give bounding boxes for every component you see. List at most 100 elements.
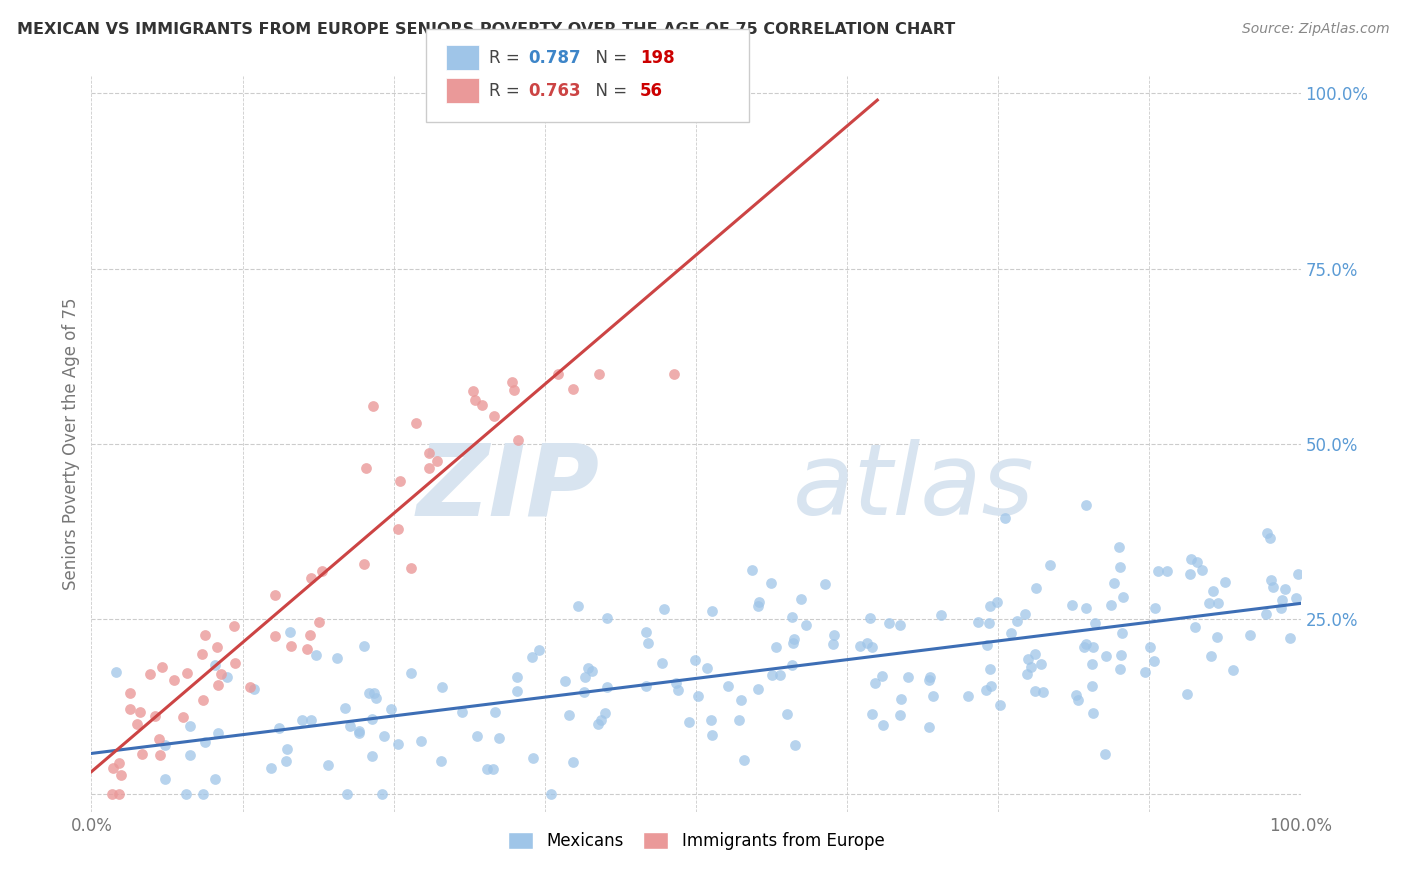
- Point: [586, 717, 609, 731]
- Point: [179, 719, 201, 733]
- Point: [872, 718, 894, 732]
- Point: [451, 705, 474, 719]
- Point: [889, 707, 911, 722]
- Text: N =: N =: [585, 48, 633, 67]
- Point: [700, 713, 723, 727]
- Point: [956, 689, 979, 703]
- Point: [1270, 601, 1292, 615]
- Point: [149, 748, 172, 763]
- Point: [484, 409, 506, 424]
- Point: [1285, 591, 1308, 606]
- Point: [596, 611, 619, 625]
- Point: [150, 660, 173, 674]
- Point: [856, 636, 879, 650]
- Point: [107, 756, 129, 770]
- Point: [380, 702, 402, 716]
- Point: [1015, 667, 1038, 681]
- Point: [1084, 615, 1107, 630]
- Point: [666, 683, 689, 698]
- Point: [1081, 679, 1104, 693]
- Point: [100, 787, 122, 801]
- Point: [859, 611, 882, 625]
- Point: [506, 670, 529, 684]
- Point: [388, 474, 411, 488]
- Point: [730, 693, 752, 707]
- Point: [988, 698, 1011, 712]
- Point: [1109, 648, 1132, 662]
- Point: [269, 721, 291, 735]
- Point: [1208, 596, 1230, 610]
- Point: [207, 678, 229, 692]
- Point: [222, 619, 245, 633]
- Point: [789, 592, 811, 607]
- Point: [889, 618, 911, 632]
- Point: [574, 685, 596, 699]
- Point: [239, 680, 262, 694]
- Point: [929, 608, 952, 623]
- Text: 0.763: 0.763: [529, 81, 581, 100]
- Point: [387, 737, 409, 751]
- Point: [733, 753, 755, 767]
- Point: [148, 731, 170, 746]
- Point: [373, 729, 395, 743]
- Point: [311, 564, 333, 578]
- Point: [467, 729, 489, 743]
- Point: [155, 772, 177, 787]
- Point: [1108, 559, 1130, 574]
- Point: [1101, 598, 1123, 612]
- Point: [418, 446, 440, 460]
- Point: [637, 635, 659, 649]
- Text: R =: R =: [489, 48, 526, 67]
- Point: [1286, 567, 1309, 582]
- Point: [782, 609, 804, 624]
- Point: [1180, 567, 1202, 582]
- Point: [263, 630, 285, 644]
- Point: [1156, 564, 1178, 578]
- Point: [823, 628, 845, 642]
- Text: atlas: atlas: [793, 440, 1035, 536]
- Text: 198: 198: [640, 48, 675, 67]
- Point: [405, 416, 427, 430]
- Point: [1260, 574, 1282, 588]
- Point: [1024, 684, 1046, 698]
- Point: [291, 713, 314, 727]
- Point: [361, 712, 384, 726]
- Point: [371, 787, 394, 801]
- Point: [1000, 626, 1022, 640]
- Point: [1239, 628, 1261, 642]
- Point: [1083, 640, 1105, 654]
- Point: [782, 636, 804, 650]
- Point: [399, 666, 422, 681]
- Point: [1080, 657, 1102, 671]
- Point: [361, 399, 384, 413]
- Point: [759, 576, 782, 591]
- Text: Source: ZipAtlas.com: Source: ZipAtlas.com: [1241, 22, 1389, 37]
- Point: [363, 686, 385, 700]
- Point: [204, 772, 226, 787]
- Point: [128, 705, 150, 719]
- Point: [1258, 531, 1281, 545]
- Point: [747, 682, 769, 697]
- Point: [1032, 684, 1054, 698]
- Text: R =: R =: [489, 81, 526, 100]
- Point: [890, 692, 912, 706]
- Point: [484, 705, 506, 719]
- Point: [1256, 607, 1278, 622]
- Point: [1111, 626, 1133, 640]
- Point: [863, 676, 886, 690]
- Point: [1199, 648, 1222, 663]
- Text: 56: 56: [640, 81, 662, 100]
- Point: [143, 709, 166, 723]
- Point: [138, 667, 160, 681]
- Point: [125, 717, 148, 731]
- Point: [118, 702, 141, 716]
- Point: [108, 787, 131, 801]
- Point: [209, 667, 232, 681]
- Point: [761, 668, 783, 682]
- Point: [430, 681, 453, 695]
- Point: [520, 650, 543, 665]
- Point: [295, 641, 318, 656]
- Point: [540, 787, 562, 801]
- Point: [562, 756, 585, 770]
- Point: [1007, 615, 1029, 629]
